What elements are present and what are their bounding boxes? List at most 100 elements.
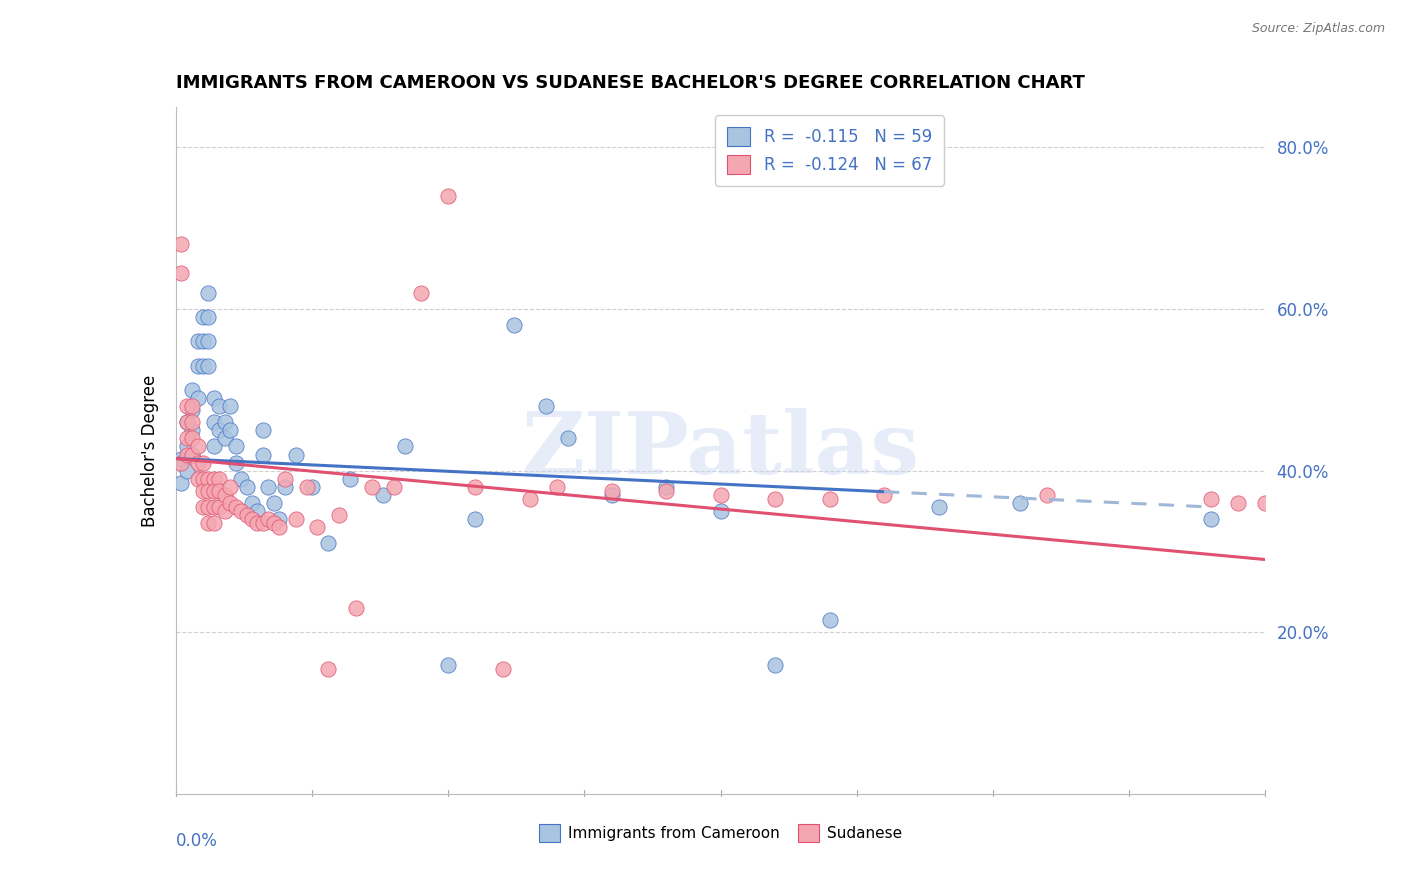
- Point: [252, 516, 274, 531]
- Point: [219, 496, 242, 510]
- Point: [176, 464, 198, 478]
- Point: [181, 448, 204, 462]
- Point: [344, 601, 367, 615]
- Point: [763, 491, 786, 506]
- Point: [318, 662, 340, 676]
- Point: [394, 439, 416, 453]
- Point: [246, 516, 269, 531]
- Point: [225, 456, 247, 470]
- Point: [600, 488, 623, 502]
- Point: [534, 399, 557, 413]
- Point: [240, 496, 263, 510]
- Point: [818, 491, 841, 506]
- Point: [176, 415, 198, 429]
- Point: [191, 472, 214, 486]
- Point: [214, 431, 236, 445]
- Point: [202, 415, 225, 429]
- Point: [170, 475, 193, 490]
- Point: [181, 383, 204, 397]
- Point: [409, 285, 432, 300]
- Point: [437, 189, 460, 203]
- Text: IMMIGRANTS FROM CAMEROON VS SUDANESE BACHELOR'S DEGREE CORRELATION CHART: IMMIGRANTS FROM CAMEROON VS SUDANESE BAC…: [176, 74, 1084, 92]
- Text: ZIPatlas: ZIPatlas: [522, 409, 920, 492]
- Y-axis label: Bachelor's Degree: Bachelor's Degree: [141, 375, 159, 526]
- Point: [235, 508, 257, 522]
- Point: [197, 310, 219, 325]
- Point: [231, 472, 253, 486]
- Text: 0.0%: 0.0%: [176, 831, 218, 850]
- Point: [492, 662, 515, 676]
- Point: [181, 431, 204, 445]
- Point: [191, 483, 214, 498]
- Point: [269, 512, 291, 526]
- Point: [181, 415, 204, 429]
- Point: [202, 472, 225, 486]
- Point: [208, 399, 231, 413]
- Point: [600, 483, 623, 498]
- Point: [360, 480, 382, 494]
- Point: [284, 512, 307, 526]
- Point: [328, 508, 350, 522]
- Point: [197, 285, 219, 300]
- Point: [208, 500, 231, 514]
- Point: [202, 391, 225, 405]
- Point: [170, 456, 193, 470]
- Point: [181, 423, 204, 437]
- Point: [269, 520, 291, 534]
- Point: [295, 480, 318, 494]
- Point: [170, 266, 193, 280]
- Point: [519, 491, 541, 506]
- Point: [257, 480, 280, 494]
- Legend: Immigrants from Cameroon, Sudanese: Immigrants from Cameroon, Sudanese: [533, 818, 908, 848]
- Point: [928, 500, 950, 514]
- Point: [240, 512, 263, 526]
- Point: [437, 657, 460, 672]
- Point: [1254, 496, 1277, 510]
- Point: [181, 399, 204, 413]
- Point: [274, 472, 297, 486]
- Point: [307, 520, 329, 534]
- Point: [546, 480, 568, 494]
- Point: [202, 516, 225, 531]
- Point: [214, 415, 236, 429]
- Point: [710, 488, 733, 502]
- Point: [197, 334, 219, 349]
- Point: [176, 431, 198, 445]
- Point: [219, 480, 242, 494]
- Point: [186, 472, 209, 486]
- Point: [208, 483, 231, 498]
- Point: [219, 423, 242, 437]
- Point: [191, 359, 214, 373]
- Point: [191, 310, 214, 325]
- Point: [191, 334, 214, 349]
- Point: [197, 359, 219, 373]
- Point: [176, 439, 198, 453]
- Point: [202, 500, 225, 514]
- Point: [214, 488, 236, 502]
- Point: [176, 399, 198, 413]
- Point: [301, 480, 323, 494]
- Point: [191, 500, 214, 514]
- Point: [225, 439, 247, 453]
- Point: [710, 504, 733, 518]
- Point: [208, 423, 231, 437]
- Point: [464, 480, 486, 494]
- Point: [202, 439, 225, 453]
- Point: [214, 504, 236, 518]
- Point: [763, 657, 786, 672]
- Point: [655, 483, 678, 498]
- Point: [231, 504, 253, 518]
- Point: [339, 472, 361, 486]
- Point: [181, 403, 204, 417]
- Point: [263, 496, 285, 510]
- Point: [186, 456, 209, 470]
- Point: [655, 480, 678, 494]
- Point: [197, 472, 219, 486]
- Point: [252, 448, 274, 462]
- Point: [263, 516, 285, 531]
- Point: [873, 488, 896, 502]
- Point: [176, 415, 198, 429]
- Point: [318, 536, 340, 550]
- Point: [219, 399, 242, 413]
- Point: [557, 431, 579, 445]
